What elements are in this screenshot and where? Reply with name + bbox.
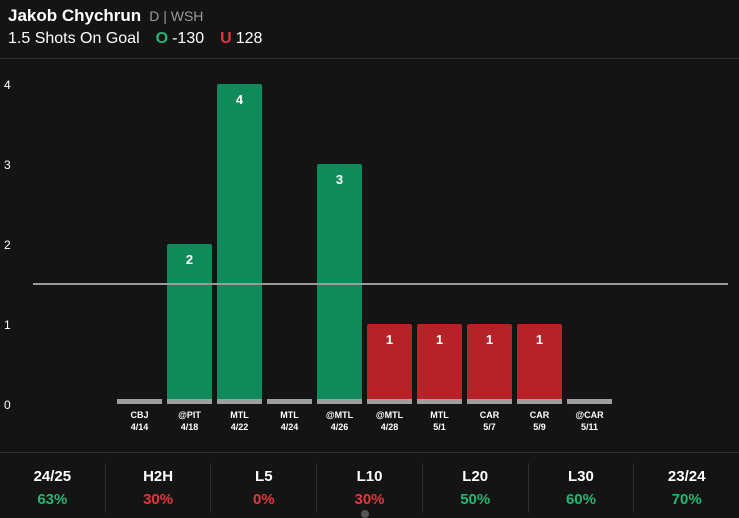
bar-base bbox=[467, 399, 512, 404]
bar-value-label: 2 bbox=[186, 252, 193, 267]
stat-l30[interactable]: L30 60% bbox=[529, 463, 635, 513]
y-tick-label: 2 bbox=[4, 238, 11, 252]
over-odds-value: -130 bbox=[172, 30, 205, 47]
bar-value-label: 3 bbox=[336, 172, 343, 187]
x-tick-date: 4/24 bbox=[281, 422, 299, 432]
stat-label: 24/25 bbox=[33, 468, 72, 485]
x-tick-opponent: @CAR bbox=[575, 410, 604, 420]
x-tick-date: 4/26 bbox=[331, 422, 349, 432]
hit-rate-stats: 24/25 63% H2H 30% L5 0% L10 30% L20 50% L30 60% 23/2… bbox=[0, 463, 739, 513]
x-tick-date: 4/14 bbox=[131, 422, 149, 432]
x-tick-date: 5/1 bbox=[433, 422, 446, 432]
player-meta: D | WSH bbox=[149, 8, 204, 24]
x-tick-opponent: @PIT bbox=[178, 410, 201, 420]
stat-value: 0% bbox=[252, 491, 275, 508]
y-tick-label: 4 bbox=[4, 78, 11, 92]
stat-value: 60% bbox=[565, 491, 596, 508]
stat-value: 30% bbox=[354, 491, 385, 508]
header: Jakob Chychrun D | WSH 1.5 Shots On Goal… bbox=[8, 6, 728, 48]
title-row: Jakob Chychrun D | WSH bbox=[8, 6, 728, 26]
stat-value: 70% bbox=[671, 491, 702, 508]
y-tick-label: 1 bbox=[4, 318, 11, 332]
player-name[interactable]: Jakob Chychrun bbox=[8, 6, 142, 25]
bar bbox=[217, 84, 262, 404]
bar-base bbox=[317, 399, 362, 404]
stat-label: 23/24 bbox=[667, 468, 706, 485]
stat-l20[interactable]: L20 50% bbox=[423, 463, 529, 513]
stat-label: H2H bbox=[143, 468, 174, 485]
bar-base bbox=[417, 399, 462, 404]
bar bbox=[467, 324, 512, 404]
shots-bar-chart: 0 1 2 3 4 CBJ 4/14 2 @PIT 4/18 4 MTL 4/22 MTL 4/24 3 @MT… bbox=[4, 78, 728, 432]
x-tick-opponent: MTL bbox=[280, 410, 299, 420]
bar-value-label: 1 bbox=[436, 332, 443, 347]
bar-value-label: 1 bbox=[536, 332, 543, 347]
bar-zero bbox=[567, 399, 612, 404]
x-tick-opponent: @MTL bbox=[376, 410, 404, 420]
bar-base bbox=[167, 399, 212, 404]
bottom-divider bbox=[0, 452, 739, 453]
stat-23-24[interactable]: 23/24 70% bbox=[634, 463, 739, 513]
over-key: O bbox=[155, 30, 169, 47]
x-tick-date: 4/18 bbox=[181, 422, 199, 432]
bar-base bbox=[367, 399, 412, 404]
stat-label: L10 bbox=[356, 468, 383, 485]
under-key: U bbox=[220, 30, 232, 47]
prop-label: 1.5 Shots On Goal bbox=[8, 30, 140, 47]
bar-value-label: 1 bbox=[386, 332, 393, 347]
y-tick-label: 0 bbox=[4, 398, 11, 412]
stat-h2h[interactable]: H2H 30% bbox=[106, 463, 212, 513]
x-tick-opponent: CAR bbox=[480, 410, 500, 420]
bar bbox=[367, 324, 412, 404]
bar-zero bbox=[267, 399, 312, 404]
x-tick-opponent: MTL bbox=[230, 410, 249, 420]
prop-line-row: 1.5 Shots On Goal O -130 U 128 bbox=[8, 30, 728, 48]
bar-base bbox=[517, 399, 562, 404]
x-tick-date: 5/11 bbox=[581, 422, 598, 432]
stat-l5[interactable]: L5 0% bbox=[211, 463, 318, 513]
x-tick-date: 4/22 bbox=[231, 422, 249, 432]
x-tick-date: 5/9 bbox=[533, 422, 546, 432]
stat-label: L20 bbox=[462, 468, 489, 485]
x-tick-opponent: CAR bbox=[530, 410, 550, 420]
x-tick-date: 4/28 bbox=[381, 422, 399, 432]
under-odds[interactable]: U 128 bbox=[220, 30, 262, 48]
bar bbox=[417, 324, 462, 404]
x-tick-opponent: @MTL bbox=[326, 410, 354, 420]
under-odds-value: 128 bbox=[235, 30, 263, 47]
bar bbox=[517, 324, 562, 404]
top-divider bbox=[0, 58, 739, 59]
stat-24-25[interactable]: 24/25 63% bbox=[0, 463, 106, 513]
x-tick-opponent: MTL bbox=[430, 410, 449, 420]
bar-base bbox=[217, 399, 262, 404]
stat-value: 30% bbox=[143, 491, 174, 508]
bar bbox=[167, 244, 212, 404]
over-odds[interactable]: O -130 bbox=[156, 30, 204, 48]
stat-value: 50% bbox=[460, 491, 491, 508]
x-tick-date: 5/7 bbox=[483, 422, 496, 432]
bar-value-label: 4 bbox=[236, 92, 244, 107]
bar-value-label: 1 bbox=[486, 332, 493, 347]
stat-l10[interactable]: L10 30% bbox=[317, 463, 423, 513]
stat-label: L30 bbox=[568, 468, 594, 485]
y-tick-label: 3 bbox=[4, 158, 11, 172]
stat-label: L5 bbox=[255, 468, 273, 485]
bar-zero bbox=[117, 399, 162, 404]
pager-dot[interactable] bbox=[361, 510, 369, 518]
stat-value: 63% bbox=[37, 491, 68, 508]
x-tick-opponent: CBJ bbox=[130, 410, 148, 420]
